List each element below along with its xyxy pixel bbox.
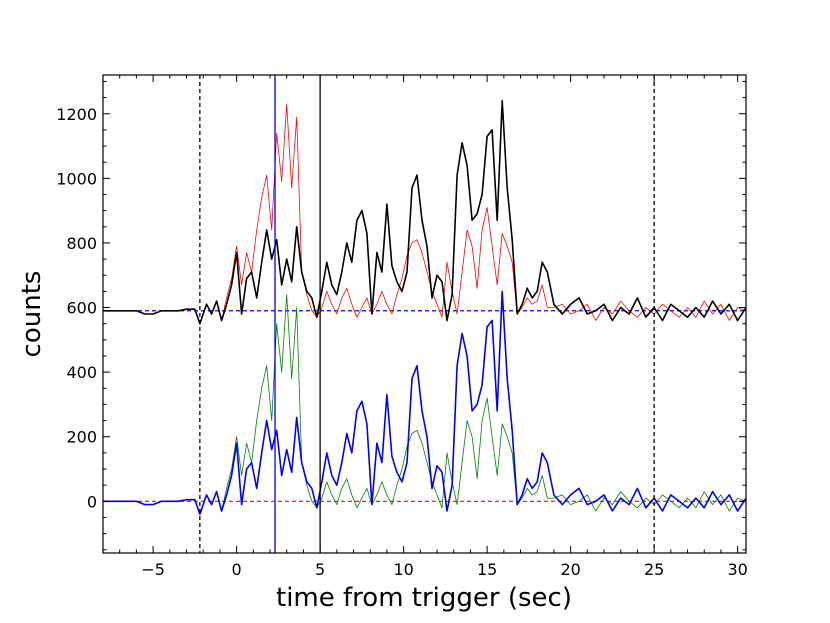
y-tick-label: 600 (66, 299, 97, 318)
x-axis: −5 0 5 10 15 20 25 30 (102, 75, 748, 579)
y-tick-label: 800 (66, 234, 97, 253)
y-tick-label: 400 (66, 363, 97, 382)
x-tick-label: −5 (141, 560, 165, 579)
y-tick-label: 200 (66, 428, 97, 447)
x-tick-label: 0 (232, 560, 242, 579)
y-axis-title: counts (17, 271, 47, 358)
x-tick-label: 10 (393, 560, 413, 579)
y-tick-label: 1200 (56, 105, 97, 124)
series-line-0 (103, 103, 746, 325)
x-axis-title: time from trigger (sec) (276, 583, 572, 613)
y-axis: 0 200 400 600 800 1000 1200 (56, 80, 746, 551)
x-tick-label: 25 (644, 560, 664, 579)
x-tick-label: 5 (315, 560, 325, 579)
y-tick-label: 1000 (56, 169, 97, 188)
axes-frame (102, 74, 747, 554)
series-line-3 (103, 290, 746, 516)
x-tick-label: 30 (727, 560, 747, 579)
series-line-1 (103, 100, 746, 325)
x-tick-label: 20 (560, 560, 580, 579)
plot-area (103, 75, 746, 553)
x-tick-label: 15 (477, 560, 497, 579)
series-line-2 (103, 294, 746, 515)
y-tick-label: 0 (87, 492, 97, 511)
